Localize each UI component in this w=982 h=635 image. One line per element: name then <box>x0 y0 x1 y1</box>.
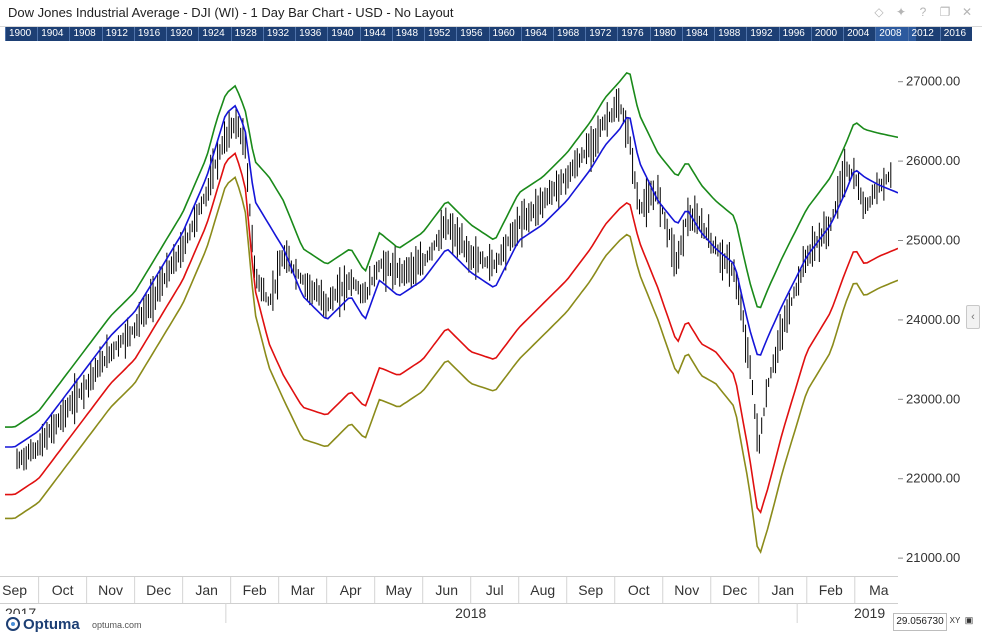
upper-outer-band-line <box>5 71 899 428</box>
overview-year-label: 1956 <box>456 27 488 41</box>
y-axis[interactable]: 27000.00 26000.00 25000.00 24000.00 23000.00… <box>898 42 976 574</box>
x-month-label: Apr <box>340 582 362 598</box>
overview-year-label: 1960 <box>488 27 521 41</box>
x-month-label: Feb <box>243 582 267 598</box>
footer-branding: Optuma optuma.com <box>0 614 160 635</box>
y-tick-label: 23000.00 <box>906 391 960 406</box>
y-tick-label: 22000.00 <box>906 471 960 486</box>
overview-year-label: 1908 <box>69 27 101 41</box>
overview-year-label: 1920 <box>166 27 198 41</box>
x-month-label: Aug <box>530 582 555 598</box>
x-month-label: Nov <box>98 582 123 598</box>
x-month-label: Oct <box>52 582 74 598</box>
overview-year-label: 2016 <box>939 27 972 41</box>
xy-toggle-button[interactable]: XY <box>949 616 961 625</box>
x-month-label: Feb <box>819 582 843 598</box>
overview-year-label: 1980 <box>649 27 682 41</box>
restore-icon[interactable]: ❐ <box>939 5 951 19</box>
overview-year-label: 1924 <box>198 27 230 41</box>
close-icon[interactable]: ✕ <box>961 5 973 19</box>
overview-visible-window[interactable] <box>876 27 916 41</box>
x-month-label: Oct <box>628 582 650 598</box>
pin-icon[interactable]: ✦ <box>895 5 907 19</box>
optuma-logo-icon <box>6 617 20 631</box>
y-tick-label: 24000.00 <box>906 312 960 327</box>
price-chart[interactable] <box>5 42 899 574</box>
y-axis-ticks: 27000.00 26000.00 25000.00 24000.00 23000.00… <box>898 74 960 565</box>
overview-year-label: 2000 <box>810 27 843 41</box>
lower-outer-band-line <box>5 175 899 554</box>
cursor-readout: 29.056730 <box>893 613 947 631</box>
brand-url[interactable]: optuma.com <box>92 620 142 630</box>
upper-inner-band-line <box>5 104 899 448</box>
overview-year-label: 1964 <box>520 27 553 41</box>
overview-year-label: 1932 <box>262 27 295 41</box>
x-axis-months[interactable]: Sep Oct Nov Dec Jan Feb Mar Apr May Jun Jul Aug Sep O… <box>0 576 898 604</box>
overview-year-label: 1940 <box>327 27 359 41</box>
title-bar: Dow Jones Industrial Average - DJI (WI) … <box>0 0 982 27</box>
plot-area[interactable] <box>5 42 899 574</box>
overview-year-label: 1916 <box>133 27 166 41</box>
overview-year-label: 2004 <box>843 27 875 41</box>
brand-name: Optuma <box>23 616 80 633</box>
x-axis-month-labels: Sep Oct Nov Dec Jan Feb Mar Apr May Jun Jul Aug Sep O… <box>2 577 889 603</box>
overview-year-label: 1976 <box>617 27 649 41</box>
x-month-label: Dec <box>146 582 171 598</box>
y-tick-label: 21000.00 <box>906 550 960 565</box>
overview-year-label: 1944 <box>359 27 392 41</box>
lower-inner-band-line <box>5 152 899 515</box>
chart-title: Dow Jones Industrial Average - DJI (WI) … <box>8 5 454 20</box>
x-month-label: Nov <box>674 582 699 598</box>
x-month-label: Jun <box>435 582 458 598</box>
diamond-icon[interactable]: ◇ <box>874 5 884 19</box>
overview-year-label: 1900 <box>5 27 37 41</box>
overview-year-label: 1952 <box>424 27 456 41</box>
x-year-label: 2018 <box>455 605 486 621</box>
lock-icon[interactable]: ▣ <box>964 615 974 625</box>
x-month-label: Jul <box>486 582 504 598</box>
overview-year-label: 1936 <box>295 27 327 41</box>
x-month-label: Dec <box>722 582 747 598</box>
x-month-label: Sep <box>578 582 603 598</box>
overview-year-label: 1904 <box>37 27 69 41</box>
overview-year-label: 1996 <box>778 27 811 41</box>
x-month-label: Ma <box>869 582 889 598</box>
x-month-label: May <box>385 582 411 598</box>
overview-year-label: 2008 <box>875 27 907 41</box>
overview-year-label: 1968 <box>552 27 585 41</box>
overview-year-label: 1992 <box>746 27 778 41</box>
overview-year-label: 1988 <box>714 27 746 41</box>
overview-year-label: 2012 <box>907 27 940 41</box>
help-icon[interactable]: ? <box>919 5 927 19</box>
price-bars <box>16 88 892 471</box>
y-axis-collapse-handle[interactable]: ‹ <box>966 305 980 329</box>
overview-year-label: 1948 <box>391 27 424 41</box>
x-month-label: Jan <box>195 582 218 598</box>
overview-year-label: 1912 <box>101 27 134 41</box>
x-year-label: 2019 <box>854 605 885 621</box>
overview-year-label: 1928 <box>230 27 263 41</box>
x-month-label: Jan <box>771 582 794 598</box>
overview-timebar[interactable]: 1900 1904 1908 1912 1916 1920 1924 1928 1932 1936… <box>5 27 972 41</box>
y-tick-label: 25000.00 <box>906 233 960 248</box>
y-tick-label: 26000.00 <box>906 153 960 168</box>
window-controls: ◇ ✦ ? ❐ ✕ <box>872 5 974 19</box>
y-tick-label: 27000.00 <box>906 74 960 89</box>
x-month-label: Sep <box>2 582 27 598</box>
overview-year-label: 1984 <box>681 27 714 41</box>
x-month-label: Mar <box>291 582 315 598</box>
overview-year-label: 1972 <box>585 27 617 41</box>
